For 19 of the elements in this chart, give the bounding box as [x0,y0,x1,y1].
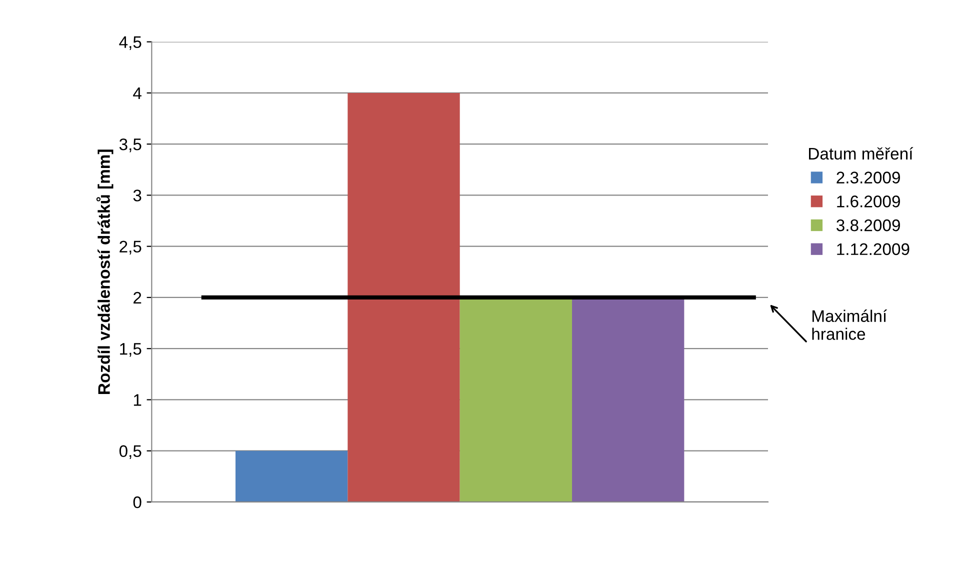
y-tick-label: 1,5 [120,343,142,357]
legend-label: 1.6.2009 [837,196,900,208]
legend-label: 2.3.2009 [836,172,900,184]
y-tick-label: 4,5 [119,36,142,50]
y-tick-label: 3,5 [119,138,142,152]
y-tick-label: 0,5 [119,445,142,460]
y-tick-label: 1 [134,394,142,406]
y-axis-title: Rozdíl vzdáleností drátků [mm] [96,150,114,394]
legend-label: 1.12.2009 [837,243,910,256]
legend-label: 3.8.2009 [836,219,900,232]
y-tick-label: 3 [133,190,142,202]
legend-label: Maximální hranice [812,310,888,340]
y-tick-label: 4 [133,88,142,99]
bar [348,92,460,502]
bar [236,450,348,502]
y-tick-label: 2 [134,292,142,304]
legend-title: Datum měření [809,147,914,160]
y-tick-label: 2,5 [120,240,142,255]
y-tick-label: 0 [133,496,142,508]
